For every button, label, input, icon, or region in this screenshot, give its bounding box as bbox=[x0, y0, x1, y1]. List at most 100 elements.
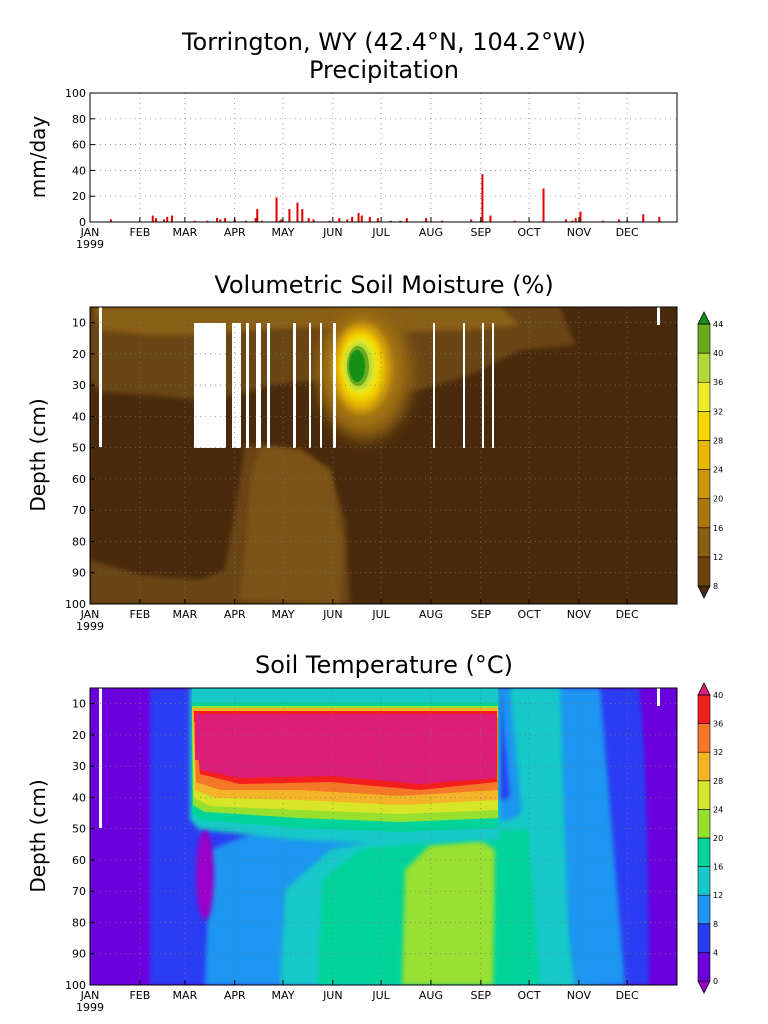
precip-bar bbox=[405, 218, 408, 222]
precip-frame bbox=[89, 92, 678, 223]
temperature-colorbar-swatch bbox=[697, 723, 711, 753]
precip-bar bbox=[542, 188, 545, 222]
precip-bar bbox=[256, 209, 259, 222]
precip-bar bbox=[193, 220, 196, 222]
moisture-frame bbox=[89, 306, 678, 605]
precip-bar bbox=[301, 209, 304, 222]
moisture-xtick-label: APR bbox=[224, 608, 246, 621]
moisture-colorbar-swatch bbox=[697, 440, 711, 470]
temperature-ylabel: Depth (cm) bbox=[26, 779, 50, 892]
precip-bar bbox=[351, 216, 354, 222]
precip-ytick-label: 100 bbox=[65, 87, 86, 100]
precip-bar bbox=[162, 219, 165, 222]
precip-xtick-label: JUL bbox=[371, 226, 390, 239]
temperature-xtick-label: APR bbox=[224, 989, 246, 1002]
precip-bar bbox=[171, 215, 174, 222]
precip-bar bbox=[280, 219, 283, 222]
temperature-frame bbox=[89, 687, 678, 986]
moisture-xtick-label: OCT bbox=[518, 608, 541, 621]
temperature-xtick-label: OCT bbox=[518, 989, 541, 1002]
precip-bar bbox=[151, 215, 154, 222]
moisture-ytick-label: 30 bbox=[72, 379, 86, 392]
precip-ytick-label: 60 bbox=[72, 139, 86, 152]
precip-plot-area bbox=[90, 93, 677, 222]
moisture-colorbar-swatch bbox=[697, 498, 711, 529]
moisture-colorbar-label: 16 bbox=[713, 524, 723, 533]
moisture-ytick-label: 100 bbox=[65, 598, 86, 611]
temperature-xtick-label: FEB bbox=[129, 989, 150, 1002]
temperature-colorbar-swatch bbox=[697, 694, 711, 724]
temperature-colorbar-label: 40 bbox=[713, 691, 723, 700]
temperature-colorbar-low bbox=[697, 980, 711, 994]
precip-bar bbox=[278, 220, 281, 222]
precip-yticks: 0 20 40 60 80 100 bbox=[65, 87, 95, 229]
temperature-colorbar-swatch bbox=[697, 894, 711, 925]
precip-bar bbox=[166, 216, 169, 222]
precip-bar bbox=[109, 219, 112, 222]
precip-bars bbox=[109, 174, 661, 222]
moisture-xtick-label: SEP bbox=[471, 608, 492, 621]
temperature-colorbar-label: 36 bbox=[713, 720, 723, 729]
precip-xtick-label: APR bbox=[224, 226, 246, 239]
temperature-colorbar-label: 0 bbox=[713, 977, 718, 986]
precip-bar bbox=[481, 174, 484, 222]
temperature-colorbar-swatch bbox=[697, 751, 711, 782]
precip-bar bbox=[254, 218, 257, 222]
moisture-colorbar: 8 12 16 20 24 28 32 36 40 44 bbox=[697, 311, 723, 599]
precip-bar bbox=[338, 218, 341, 222]
moisture-ytick-label: 60 bbox=[72, 473, 86, 486]
temperature-yticks: 10 20 30 40 50 60 70 80 90 100 bbox=[65, 698, 95, 992]
temperature-ytick-label: 90 bbox=[72, 948, 86, 961]
precip-ylabel: mm/day bbox=[26, 116, 50, 199]
moisture-yticks: 10 20 30 40 50 60 70 80 90 100 bbox=[65, 317, 95, 611]
precip-bar bbox=[224, 218, 227, 222]
moisture-colorbar-swatch bbox=[697, 352, 711, 383]
moisture-colorbar-swatch bbox=[697, 381, 711, 412]
moisture-colorbar-label: 8 bbox=[713, 582, 718, 591]
temperature-xtick-label: JAN bbox=[80, 989, 100, 1002]
moisture-xtick-label: MAY bbox=[272, 608, 295, 621]
moisture-panel: 10 20 30 40 50 60 70 80 90 100 JAN FEB MAR APR MAY JUN… bbox=[65, 306, 723, 633]
temperature-xtick-label: NOV bbox=[567, 989, 592, 1002]
precip-bar bbox=[206, 220, 209, 222]
temperature-xtick-label: JUN bbox=[322, 989, 343, 1002]
precip-bar bbox=[154, 218, 157, 222]
precip-bar bbox=[357, 212, 360, 222]
temperature-ytick-label: 10 bbox=[72, 698, 86, 711]
precip-bar bbox=[470, 219, 473, 222]
precip-xtick-label: FEB bbox=[129, 226, 150, 239]
moisture-colorbar-label: 28 bbox=[713, 436, 723, 445]
temperature-ytick-label: 40 bbox=[72, 791, 86, 804]
precip-bar bbox=[275, 197, 278, 222]
temperature-xtick-label: SEP bbox=[471, 989, 492, 1002]
temperature-colorbar-label: 8 bbox=[713, 920, 718, 929]
precip-xtick-label: DEC bbox=[616, 226, 639, 239]
temperature-colorbar-label: 32 bbox=[713, 748, 723, 757]
precip-bar bbox=[368, 216, 371, 222]
precip-bar bbox=[489, 215, 492, 222]
moisture-colorbar-label: 32 bbox=[713, 407, 723, 416]
moisture-xtick-label: FEB bbox=[129, 608, 150, 621]
moisture-year-label: 1999 bbox=[76, 620, 104, 633]
precip-bar bbox=[602, 220, 605, 222]
moisture-xtick-label: JAN bbox=[80, 608, 100, 621]
moisture-colorbar-swatch bbox=[697, 411, 711, 441]
temperature-colorbar-label: 4 bbox=[713, 948, 718, 957]
moisture-xtick-label: JUL bbox=[371, 608, 390, 621]
temperature-field bbox=[90, 688, 677, 985]
precip-xtick-label: JUN bbox=[322, 226, 343, 239]
precip-bar bbox=[658, 216, 661, 222]
moisture-colorbar-label: 20 bbox=[713, 495, 723, 504]
precip-bar bbox=[441, 220, 444, 222]
temperature-xtick-label: AUG bbox=[419, 989, 443, 1002]
precip-bar bbox=[425, 218, 428, 222]
temperature-ytick-label: 50 bbox=[72, 823, 86, 836]
moisture-ytick-label: 20 bbox=[72, 348, 86, 361]
moisture-colorbar-swatch bbox=[697, 527, 711, 558]
temperature-ytick-label: 70 bbox=[72, 885, 86, 898]
precip-bar bbox=[565, 219, 568, 222]
temperature-colorbar-swatch bbox=[697, 809, 711, 839]
temperature-xticks: JAN FEB MAR APR MAY JUN JUL AUG SEP OCT NOV DEC 1999 bbox=[76, 980, 639, 1014]
